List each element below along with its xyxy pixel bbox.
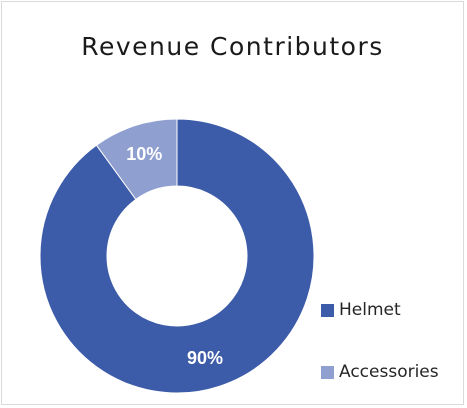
legend-item-helmet: Helmet [321,300,401,320]
legend-item-accessories: Accessories [321,362,439,382]
data-label-accessories: 10% [126,144,162,164]
chart-title: Revenue Contributors [81,32,384,61]
legend-swatch-accessories [321,365,334,379]
data-label-helmet: 90% [187,348,223,368]
donut-slice-accessories [95,118,178,201]
legend-swatch-helmet [321,303,334,317]
legend-label-accessories: Accessories [339,362,439,382]
donut-slice-labels: 90% 10% [126,144,223,368]
donut-slices [39,118,315,394]
legend-label-helmet: Helmet [339,300,401,320]
donut-slice-helmet [39,118,315,394]
